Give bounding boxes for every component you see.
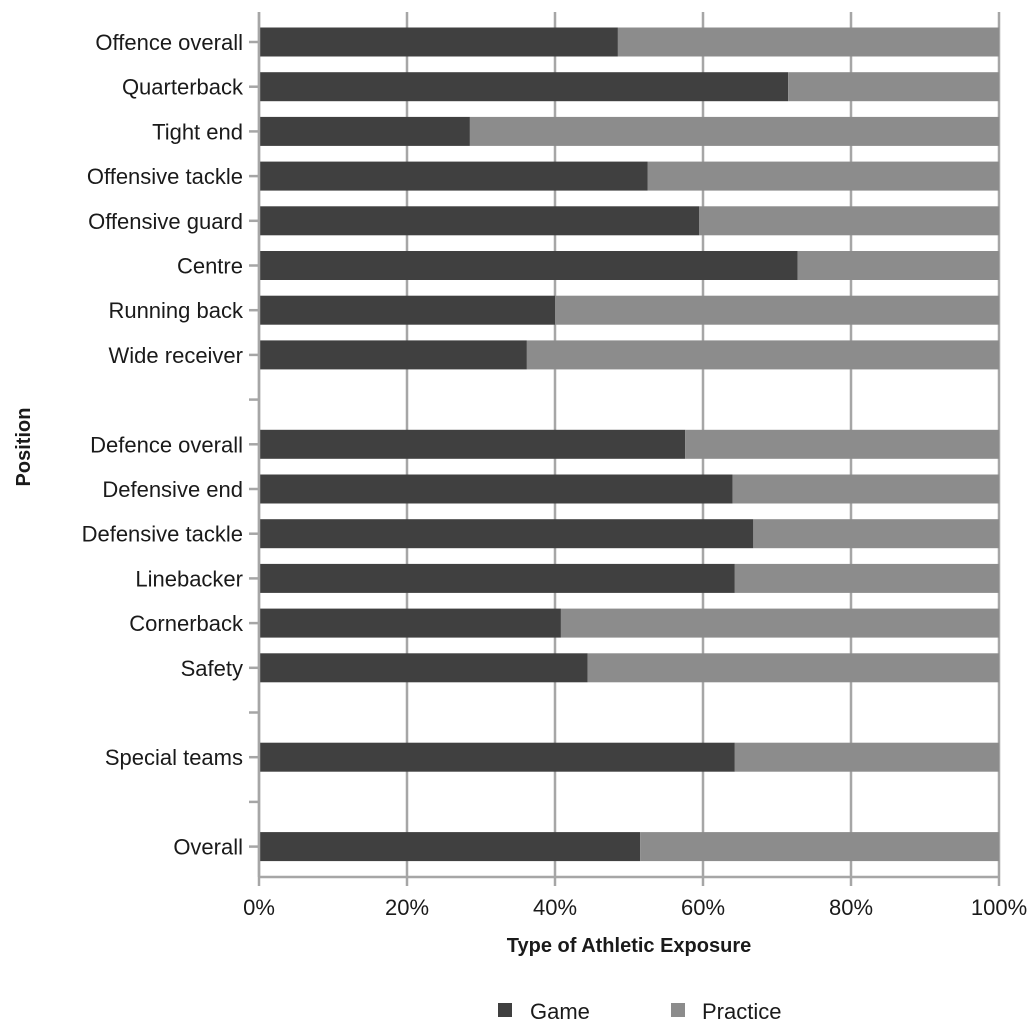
bar-game-tight-end [259,116,470,146]
bar-practice-offensive-tackle [647,161,999,191]
bar-game-centre [259,251,798,280]
bar-practice-defensive-end [732,474,999,504]
bar-practice-cornerback [560,608,999,638]
bar-game-defensive-end [259,474,733,504]
y-tick-label: Linebacker [135,566,243,591]
bar-game-running-back [259,295,555,325]
bar-game-offensive-guard [259,206,700,236]
y-tick-label: Tight end [152,119,243,144]
legend-swatch-practice [671,1003,685,1017]
bar-practice-defensive-tackle [753,519,999,549]
x-tick-label: 100% [971,895,1027,920]
y-tick-label: Running back [108,298,244,323]
bar-practice-wide-receiver [526,340,999,370]
bar-practice-offence-overall [617,27,999,57]
y-tick-label: Offensive tackle [87,164,243,189]
bar-practice-running-back [555,295,999,325]
bar-game-linebacker [259,563,735,593]
y-tick-label: Safety [181,656,243,681]
bar-game-special-teams [259,742,735,772]
bar-game-cornerback [259,608,561,638]
y-tick-label: Defensive tackle [82,522,243,547]
x-axis-title: Type of Athletic Exposure [507,935,751,957]
x-tick-label: 60% [681,895,725,920]
y-tick-label: Defensive end [102,477,243,502]
x-tick-label: 20% [385,895,429,920]
bar-practice-overall [640,832,999,862]
bar-practice-centre [797,251,999,280]
bar-practice-linebacker [734,563,999,593]
bar-game-safety [259,653,588,683]
y-axis: Offence overall Quarterback Tight end Offen… [82,12,261,877]
bar-game-offensive-tackle [259,161,648,191]
bar-practice-offensive-guard [699,206,999,236]
x-tick-label: 0% [243,895,275,920]
x-tick-label: 40% [533,895,577,920]
y-tick-label: Offence overall [95,30,243,55]
bar-game-defensive-tackle [259,519,754,549]
bar-practice-quarterback [788,72,999,102]
y-tick-label: Cornerback [129,611,244,636]
bar-practice-tight-end [469,116,999,146]
legend-label-game: Game [530,999,590,1024]
y-tick-label: Centre [177,254,243,279]
bar-game-overall [259,832,641,862]
legend: Game Practice [498,999,781,1024]
x-tick-label: 80% [829,895,873,920]
y-tick-label: Defence overall [90,432,243,457]
bar-practice-defence-overall [685,429,999,459]
bar-game-quarterback [259,72,789,102]
bar-practice-special-teams [734,742,999,772]
y-tick-label: Offensive guard [88,209,243,234]
y-tick-label: Wide receiver [109,343,243,368]
bars [259,27,999,862]
bar-game-offence-overall [259,27,618,57]
bar-game-defence-overall [259,429,686,459]
y-tick-label: Overall [173,835,243,860]
legend-label-practice: Practice [702,999,781,1024]
legend-swatch-game [498,1003,512,1017]
x-axis: 0% 20% 40% 60% 80% 100% [243,875,1027,920]
y-axis-title: Position [13,408,35,487]
y-tick-label: Special teams [105,745,243,770]
y-tick-label: Quarterback [122,75,244,100]
bar-game-wide-receiver [259,340,527,370]
bar-practice-safety [587,653,999,683]
